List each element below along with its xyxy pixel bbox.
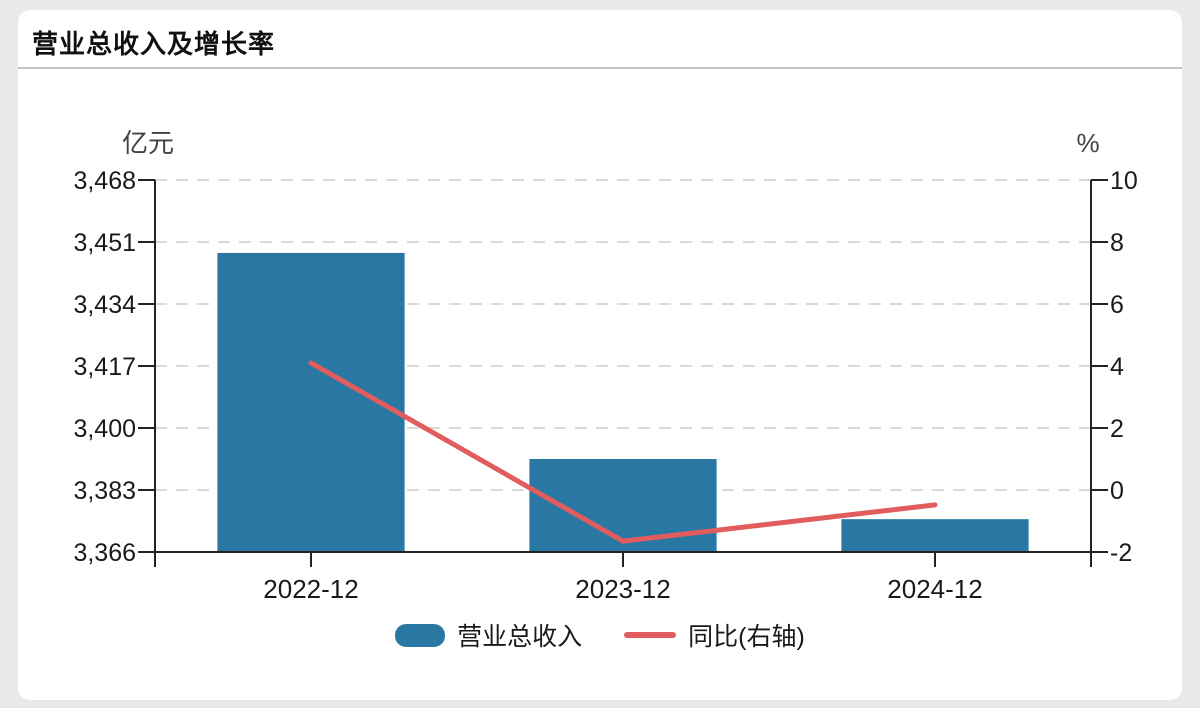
left-axis-tick-label: 3,434 [73,291,136,319]
right-axis-unit-label: % [1076,128,1099,158]
left-axis-tick-label: 3,468 [73,167,136,195]
chart-legend: 营业总收入 同比(右轴) [18,617,1182,653]
right-axis-tick-label: -2 [1110,539,1132,567]
line-legend-swatch [624,632,677,638]
legend-item-yoy[interactable]: 同比(右轴) [624,617,805,653]
x-axis-label-2024-12: 2024-12 [887,574,982,604]
bar-legend-swatch [395,623,446,647]
right-axis-tick-label: 4 [1110,353,1124,381]
legend-label-revenue: 营业总收入 [457,623,583,651]
legend-label-yoy: 同比(右轴) [688,623,805,651]
x-axis-label-2022-12: 2022-12 [263,574,358,604]
left-axis-unit-label: 亿元 [122,128,174,158]
left-axis-tick-label: 3,383 [73,477,136,505]
right-axis-tick-label: 6 [1110,291,1124,319]
bar-2022-12[interactable] [217,252,405,553]
x-axis-label-2023-12: 2023-12 [575,574,670,604]
left-axis-tick-label: 3,400 [73,415,136,443]
chart-card: 营业总收入及增长率 3,468 3,451 3,434 3,417 3,400 3,383… [18,10,1182,700]
left-axis-tick-label: 3,451 [73,229,136,257]
chart-canvas: 3,468 3,451 3,434 3,417 3,400 3,383 3,366 10 8 6 4… [73,128,1138,604]
card-header: 营业总收入及增长率 [18,10,1182,69]
right-axis-tick-label: 2 [1110,415,1124,443]
left-axis-tick-label: 3,366 [73,539,136,567]
right-axis-tick-label: 0 [1110,477,1124,505]
right-axis-tick-label: 8 [1110,229,1124,257]
chart-title: 营业总收入及增长率 [32,28,276,59]
legend-item-revenue[interactable]: 营业总收入 [395,617,582,653]
bar-2024-12[interactable] [841,519,1029,552]
left-axis-tick-label: 3,417 [73,353,136,381]
chart-area: 3,468 3,451 3,434 3,417 3,400 3,383 3,366 10 8 6 4… [18,69,1182,698]
right-axis-tick-label: 10 [1110,167,1138,195]
yoy-line-series[interactable] [308,360,938,544]
